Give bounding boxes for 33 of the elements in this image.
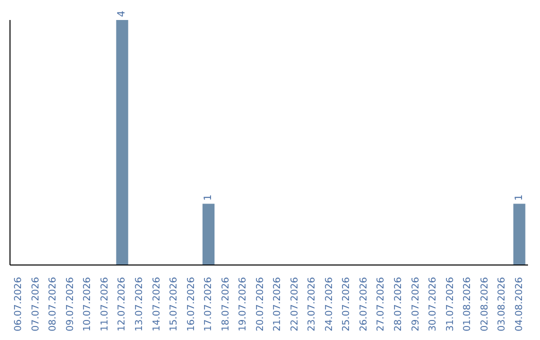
x-tick-label: 24.07.2026	[324, 277, 335, 332]
x-tick-label: 15.07.2026	[168, 277, 180, 332]
x-tick-label: 11.07.2026	[99, 277, 110, 332]
x-tick-label: 01.08.2026	[462, 277, 474, 332]
x-tick-label: 31.07.2026	[444, 277, 456, 332]
x-tick-label: 06.07.2026	[13, 277, 24, 332]
x-tick-label: 26.07.2026	[358, 277, 370, 332]
x-tick-label: 03.08.2026	[496, 277, 508, 332]
x-tick-label: 08.07.2026	[48, 277, 59, 332]
x-tick-label: 29.07.2026	[410, 277, 422, 332]
x-tick-label: 18.07.2026	[220, 277, 232, 332]
x-tick-label: 09.07.2026	[64, 277, 76, 332]
data-label: 1	[203, 194, 214, 201]
x-tick-label: 20.07.2026	[254, 277, 266, 332]
x-tick-label: 12.07.2026	[116, 277, 128, 332]
x-tick-label: 23.07.2026	[306, 277, 318, 332]
x-tick-label: 22.07.2026	[289, 277, 300, 332]
x-tick-label: 25.07.2026	[341, 277, 352, 332]
x-tick-label: 27.07.2026	[376, 277, 387, 332]
x-tick-label: 04.08.2026	[514, 277, 525, 332]
x-tick-label: 28.07.2026	[393, 277, 404, 332]
data-label: 1	[514, 194, 525, 201]
x-tick-label: 16.07.2026	[186, 277, 197, 332]
x-tick-label: 07.07.2026	[30, 277, 42, 332]
x-tick-label: 17.07.2026	[203, 277, 214, 332]
x-tick-label: 19.07.2026	[238, 277, 249, 332]
data-label: 4	[116, 10, 128, 17]
x-tick-label: 10.07.2026	[82, 277, 94, 332]
x-tick-label: 21.07.2026	[272, 277, 284, 332]
x-tick-label: 02.08.2026	[479, 277, 490, 332]
x-tick-label: 13.07.2026	[134, 277, 145, 332]
x-tick-label: 14.07.2026	[151, 277, 162, 332]
x-tick-label: 30.07.2026	[428, 277, 439, 332]
